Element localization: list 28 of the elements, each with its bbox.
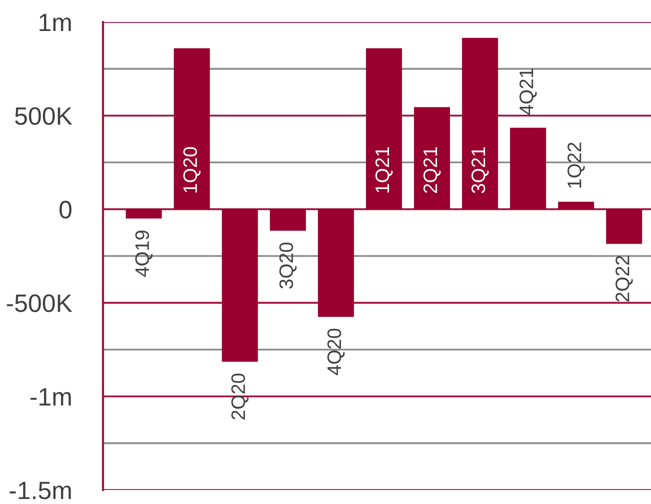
x-tick-label: 3Q20	[279, 242, 297, 289]
bar	[462, 38, 498, 210]
bar	[318, 209, 354, 317]
bar	[366, 48, 402, 210]
y-tick-label: 0	[60, 200, 72, 219]
y-tick-label: 1m	[40, 14, 71, 32]
x-tick-label: 2Q21	[423, 147, 441, 193]
bar	[606, 209, 642, 244]
y-tick-label: -500K	[6, 294, 72, 312]
bar	[510, 128, 546, 210]
bar	[558, 202, 594, 210]
bar	[174, 48, 210, 210]
y-tick-label: 500K	[15, 107, 72, 125]
x-tick-label: 2Q20	[231, 374, 249, 420]
y-tick-label: -1.5m	[10, 482, 71, 500]
bar	[414, 107, 450, 210]
x-tick-label: 4Q21	[520, 68, 537, 115]
x-tick-label: 4Q19	[135, 230, 153, 277]
bar	[126, 209, 162, 219]
x-tick-label: 4Q20	[327, 328, 345, 376]
x-tick-label: 2Q22	[616, 256, 633, 302]
x-tick-label: 1Q22	[568, 142, 585, 188]
x-tick-label: 3Q21	[471, 147, 489, 194]
y-tick-label: -1m	[30, 388, 71, 406]
bar	[222, 209, 258, 362]
x-tick-label: 1Q21	[375, 147, 393, 192]
bar	[270, 209, 306, 231]
x-tick-label: 1Q20	[183, 147, 201, 192]
